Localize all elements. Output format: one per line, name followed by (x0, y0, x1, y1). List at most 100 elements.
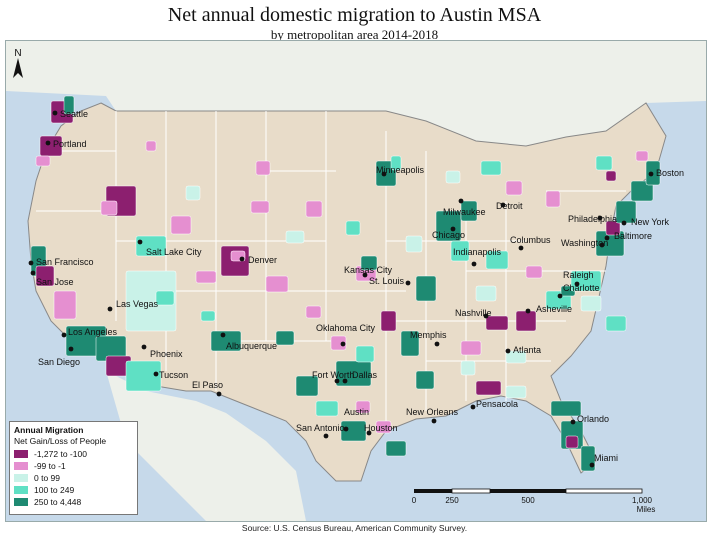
city-label: Memphis (410, 330, 447, 340)
scale-tick-label: 500 (521, 496, 535, 505)
city-label: San Francisco (36, 257, 94, 267)
city-dot (589, 462, 595, 468)
migration-area (135, 235, 167, 257)
migration-area (570, 270, 602, 292)
migration-area (35, 155, 51, 167)
mexico-landmass (106, 371, 306, 521)
map-subtitle: by metropolitan area 2014-2018 (270, 27, 439, 42)
migration-area (565, 435, 579, 449)
migration-area (485, 315, 509, 331)
city-markers: Seattle Portland San Francisco San Jose Salt… (28, 109, 684, 468)
legend-item: 100 to 249 (10, 484, 137, 496)
city-label: Milwaukee (443, 207, 486, 217)
migration-area (475, 285, 497, 302)
migration-area (250, 200, 270, 214)
city-label: Salt Lake City (146, 247, 202, 257)
migration-area (390, 155, 402, 171)
city-dot (434, 341, 440, 347)
migration-area (580, 295, 602, 312)
legend-item-label: -1,272 to -100 (34, 449, 87, 459)
city-dot (604, 235, 610, 241)
migration-area (515, 310, 537, 332)
migration-area (385, 440, 407, 457)
migration-area (315, 400, 339, 417)
migration-area (415, 370, 435, 390)
legend-item: -99 to -1 (10, 460, 137, 472)
migration-area (505, 180, 523, 196)
migration-area (155, 290, 175, 306)
city-label: Austin (344, 407, 369, 417)
migration-area (305, 200, 323, 218)
legend-item-label: 0 to 99 (34, 473, 60, 483)
migration-area (635, 150, 649, 162)
migration-area (460, 200, 478, 222)
legend-swatch (14, 474, 28, 482)
city-label: Detroit (496, 201, 523, 211)
city-dot (45, 140, 51, 146)
city-dot (450, 226, 456, 232)
city-label: New York (631, 217, 670, 227)
city-label: Atlanta (513, 345, 541, 355)
city-label: Albuquerque (226, 341, 277, 351)
city-label: Chicago (432, 230, 465, 240)
city-dot (52, 110, 58, 116)
city-label: Miami (594, 453, 618, 463)
city-dot (68, 346, 74, 352)
migration-area (415, 275, 437, 302)
legend-title: Annual Migration (14, 425, 84, 435)
migration-area (195, 270, 217, 284)
city-label: Minneapolis (376, 165, 425, 175)
migration-area (605, 220, 621, 236)
city-label: Philadelphia (568, 214, 617, 224)
migration-area (435, 210, 462, 242)
city-dot (405, 280, 411, 286)
city-label: Pensacola (476, 399, 518, 409)
city-label: San Diego (38, 357, 80, 367)
city-dot (61, 332, 67, 338)
city-label: St. Louis (369, 276, 405, 286)
migration-area (505, 385, 527, 399)
canada-landmass (6, 41, 706, 146)
legend-swatch (14, 498, 28, 506)
migration-area (200, 310, 216, 322)
city-label: Phoenix (150, 349, 183, 359)
migration-area (375, 420, 392, 434)
migration-area (185, 185, 201, 201)
scale-tick-label: 1,000 (632, 496, 653, 505)
city-label: Washington (561, 238, 608, 248)
us-map: Seattle Portland San Francisco San Jose Salt… (6, 41, 706, 521)
migration-area (505, 350, 527, 364)
legend-swatch (14, 450, 28, 458)
city-dot (220, 332, 226, 338)
legend-subtitle: Net Gain/Loss of People (14, 436, 107, 446)
legend-item: 0 to 99 (10, 472, 137, 484)
city-label: Los Angeles (68, 327, 118, 337)
source-note: Source: U.S. Census Bureau, American Com… (241, 523, 468, 533)
city-dot (141, 344, 147, 350)
city-dot (216, 391, 222, 397)
migration-area (39, 135, 63, 157)
city-label: Kansas City (344, 265, 393, 275)
city-dot (621, 220, 627, 226)
migration-area (445, 170, 461, 184)
migration-area (580, 445, 596, 472)
scale-tick-label: 250 (445, 496, 459, 505)
legend-item-label: -99 to -1 (34, 461, 66, 471)
city-dot (334, 378, 340, 384)
migration-area (525, 265, 543, 279)
city-label: Fort Worth (312, 370, 354, 380)
city-dot (381, 171, 387, 177)
city-label: Dallas (352, 370, 378, 380)
migration-area (480, 160, 502, 176)
migration-area (355, 400, 371, 414)
city-label: Asheville (536, 304, 572, 314)
migration-area (125, 270, 177, 332)
migration-area (630, 180, 654, 202)
north-label: N (14, 48, 21, 59)
migration-area (210, 330, 242, 352)
city-dot (107, 306, 113, 312)
city-dot (574, 281, 580, 287)
city-dot (599, 242, 605, 248)
migration-area (265, 275, 289, 293)
scale-tick-label: 0 (412, 496, 417, 505)
